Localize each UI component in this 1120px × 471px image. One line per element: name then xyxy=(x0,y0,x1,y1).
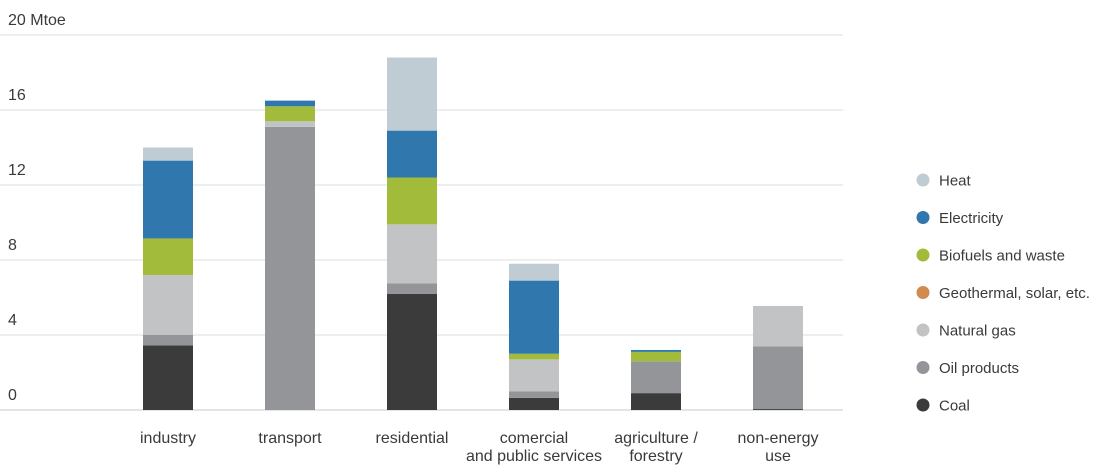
bar-segment-biofuels-and-waste xyxy=(387,177,437,225)
legend-label: Natural gas xyxy=(939,323,1016,340)
legend-label: Oil products xyxy=(939,360,1019,377)
legend-label: Biofuels and waste xyxy=(939,248,1065,265)
bar-segment-coal xyxy=(753,409,803,410)
legend-marker xyxy=(916,361,930,374)
x-category-label: non-energy use xyxy=(738,430,819,465)
bar-segment-oil-products xyxy=(387,283,437,294)
bar-segment-oil-products xyxy=(143,335,193,346)
y-tick-label: 16 xyxy=(8,87,26,104)
bar-segment-biofuels-and-waste xyxy=(143,238,193,275)
bar-segment-oil-products xyxy=(631,361,681,394)
legend-marker xyxy=(916,398,930,412)
x-category-label: industry xyxy=(140,430,196,447)
x-category-label: comercial and public services xyxy=(466,430,602,465)
bar-segment-biofuels-and-waste xyxy=(509,353,559,360)
y-tick-label: 0 xyxy=(8,387,17,404)
x-category-label: agriculture / forestry xyxy=(614,430,698,465)
x-axis: industry transport residential comercial and… xyxy=(140,430,818,465)
bar-segment-coal xyxy=(143,345,193,410)
legend-label: Coal xyxy=(939,398,970,415)
bars xyxy=(143,57,803,410)
bar-segment-electricity xyxy=(631,350,681,352)
legend-label: Geothermal, solar, etc. xyxy=(939,285,1090,302)
legend-marker xyxy=(916,211,930,224)
bar-segment-natural-gas xyxy=(509,359,559,392)
bar-segment-coal xyxy=(509,397,559,410)
legend-marker xyxy=(916,248,930,262)
bar-segment-natural-gas xyxy=(753,305,803,347)
bar-segment-heat xyxy=(509,263,559,281)
bar-segment-electricity xyxy=(509,280,559,354)
y-tick-label-with-unit: 20 Mtoe xyxy=(8,12,66,29)
bar-segment-oil-products xyxy=(265,126,315,410)
bar-segment-biofuels-and-waste xyxy=(631,351,681,362)
bar-segment-heat xyxy=(143,147,193,161)
bar-segment-coal xyxy=(631,393,681,410)
legend-marker xyxy=(916,323,930,337)
legend: Heat Electricity Biofuels and waste Geother… xyxy=(916,173,1090,415)
legend-label: Heat xyxy=(939,173,972,190)
bar-segment-oil-products xyxy=(509,391,559,398)
x-category-label: transport xyxy=(258,430,322,447)
legend-marker xyxy=(916,286,930,299)
bar-segment-oil-products xyxy=(753,346,803,410)
bar-segment-biofuels-and-waste xyxy=(265,106,315,122)
x-category-label: residential xyxy=(376,430,449,447)
bar-segment-natural-gas xyxy=(143,275,193,335)
bar-segment-coal xyxy=(387,293,437,410)
legend-label: Electricity xyxy=(939,210,1004,227)
bar-segment-electricity xyxy=(265,100,315,107)
bar-segment-heat xyxy=(387,57,437,131)
y-tick-label: 8 xyxy=(8,237,17,254)
y-tick-label: 12 xyxy=(8,162,26,179)
legend-marker xyxy=(916,173,930,187)
bar-segment-electricity xyxy=(143,160,193,239)
y-axis: 0 4 8 12 16 20 Mtoe xyxy=(8,12,66,404)
bar-segment-natural-gas xyxy=(265,121,315,127)
y-tick-label: 4 xyxy=(8,312,17,329)
bar-segment-natural-gas xyxy=(387,224,437,284)
bar-segment-electricity xyxy=(387,130,437,178)
